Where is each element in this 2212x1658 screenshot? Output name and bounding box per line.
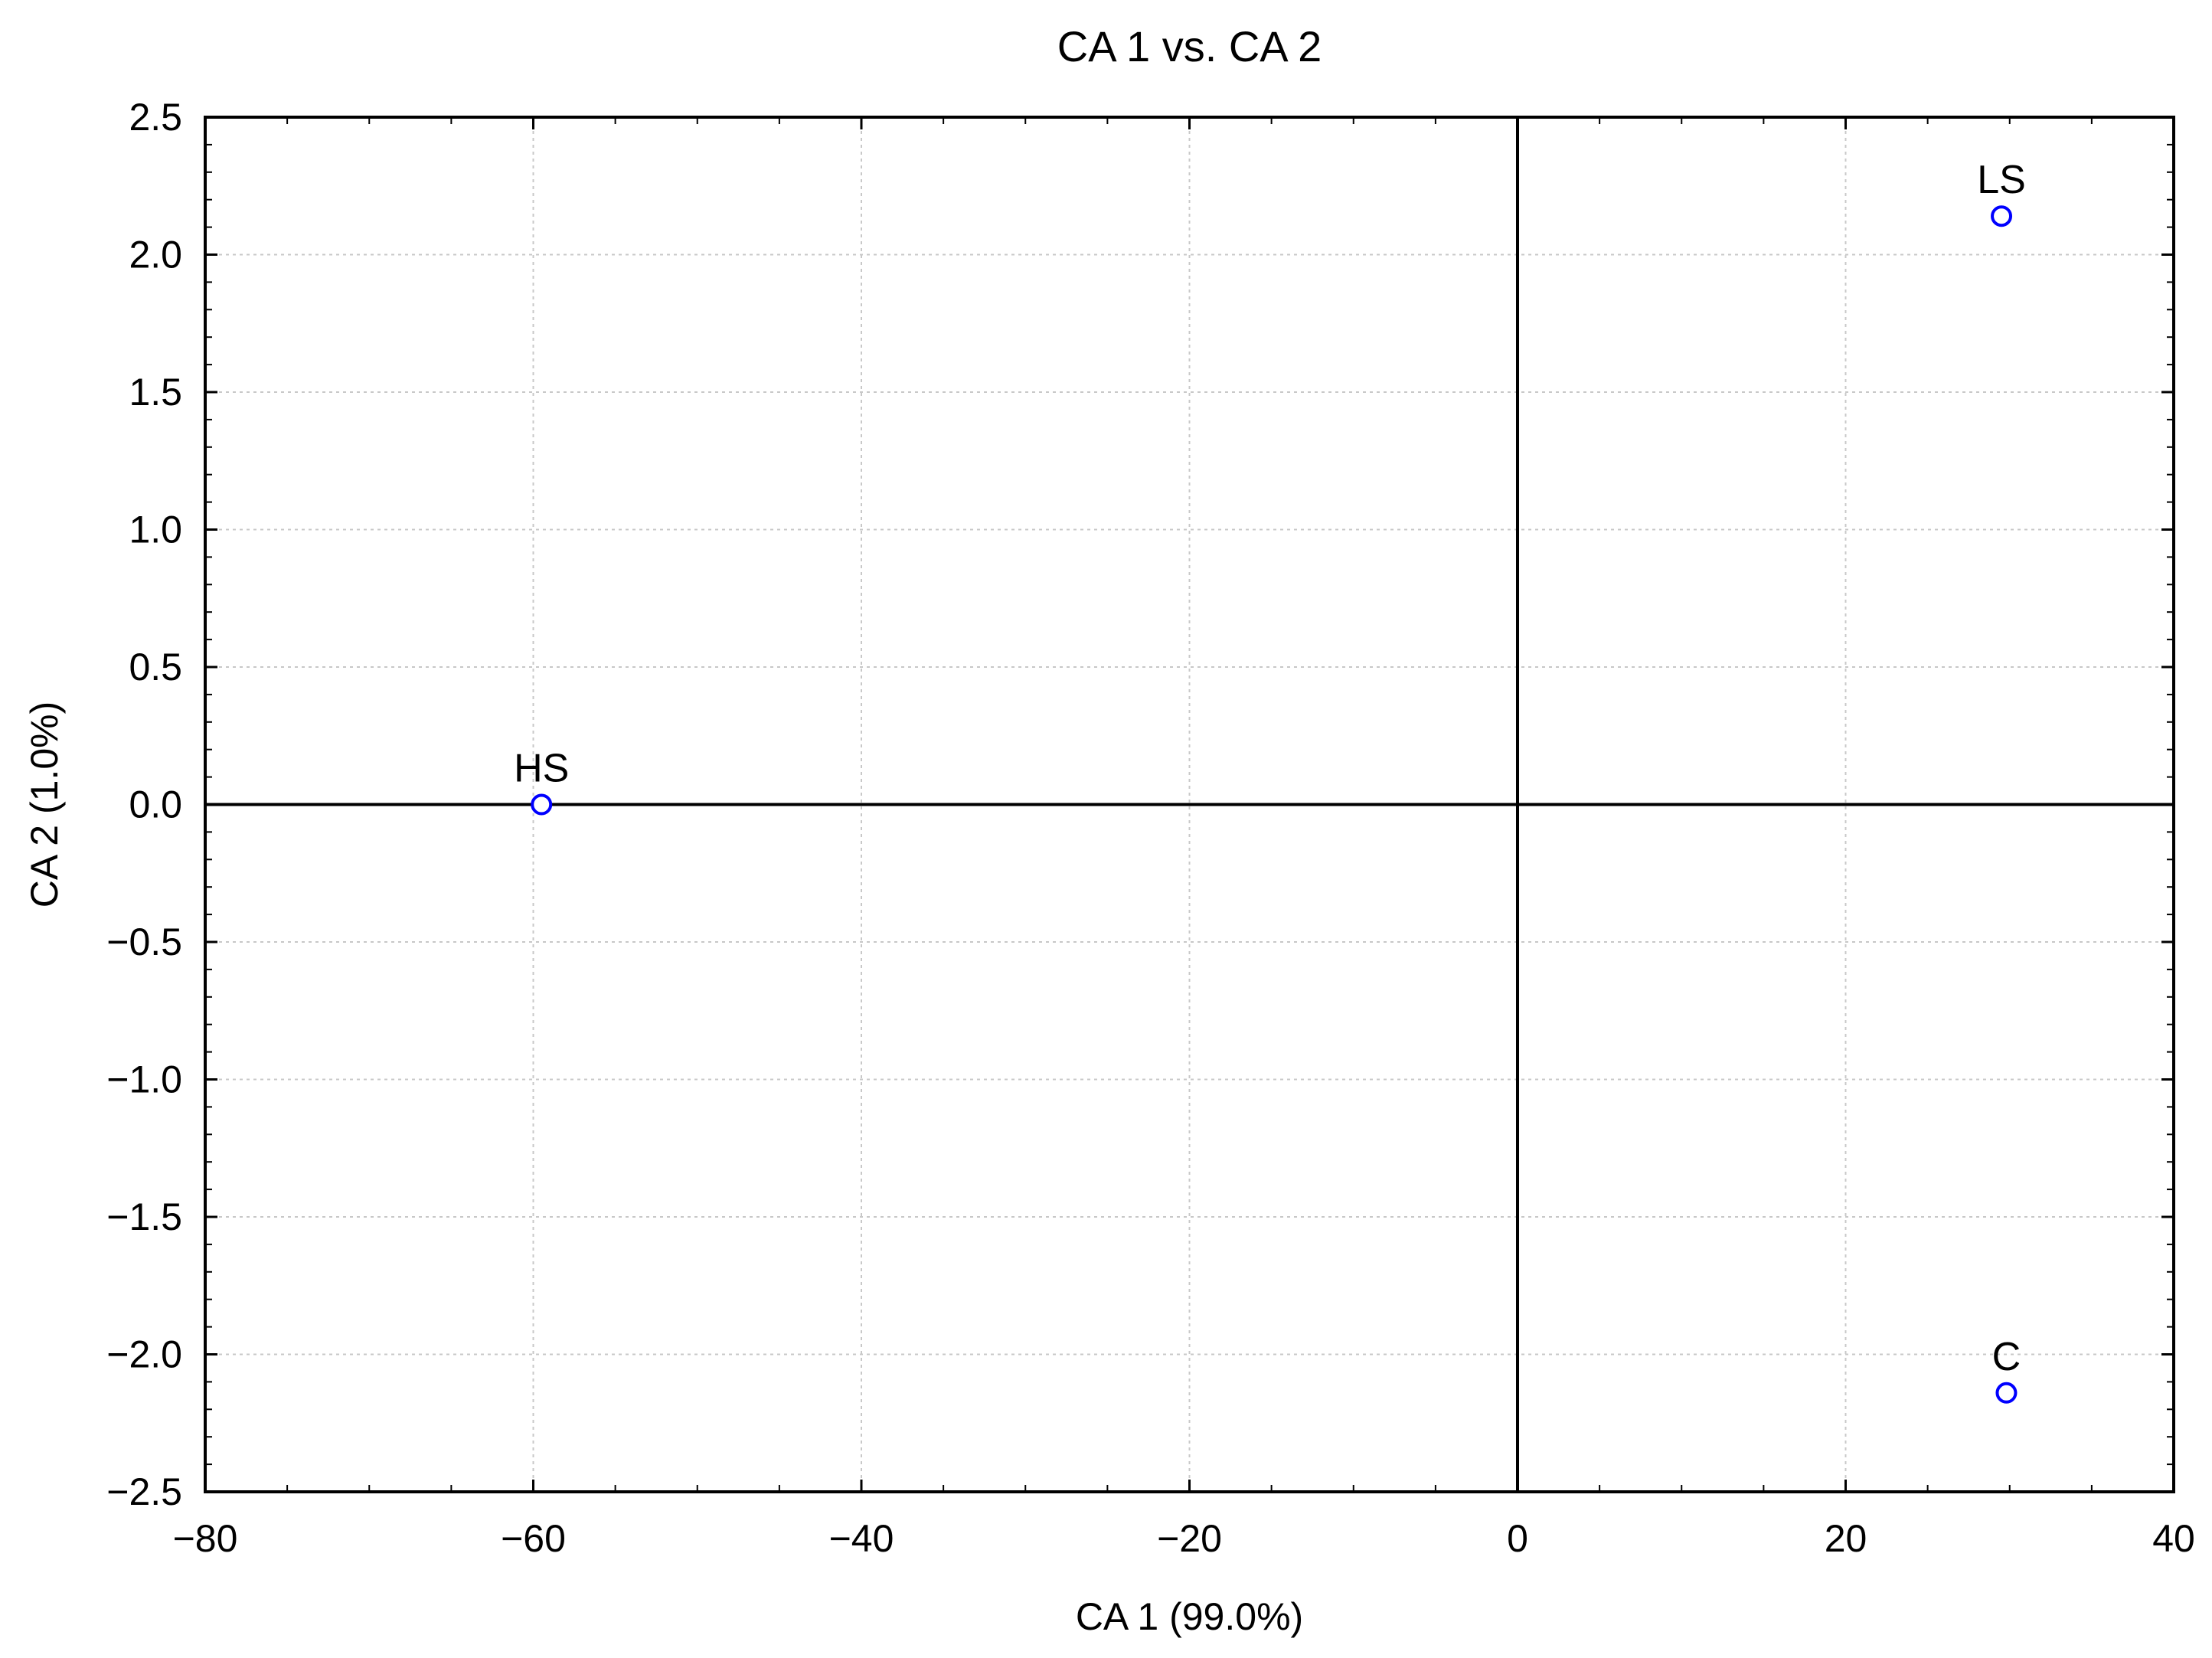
data-point-label: LS — [1977, 158, 2026, 202]
y-tick-label: 2.0 — [129, 234, 182, 276]
x-tick-label: 0 — [1507, 1517, 1528, 1560]
x-tick-label: −80 — [173, 1517, 238, 1560]
y-tick-label: −2.0 — [106, 1333, 182, 1376]
data-point — [1991, 205, 2013, 227]
zero-lines — [205, 117, 2174, 1492]
y-tick-label: −1.5 — [106, 1195, 182, 1238]
y-tick-label: −1.0 — [106, 1058, 182, 1101]
y-tick-label: 1.5 — [129, 371, 182, 414]
tick-layer: −80 −60 −40 −20 0 20 40 2.5 2.0 1.5 1.0 0.5 0.0 −0.5 −… — [106, 96, 2195, 1560]
data-point-label: C — [1992, 1335, 2021, 1379]
data-point-label: HS — [514, 747, 569, 791]
y-tick-label: 1.0 — [129, 509, 182, 551]
y-axis-label: CA 2 (1.0%) — [23, 701, 66, 908]
x-tick-label: −20 — [1157, 1517, 1222, 1560]
y-tick-label: −2.5 — [106, 1470, 182, 1513]
data-point — [1995, 1382, 2018, 1404]
y-tick-label: 2.5 — [129, 96, 182, 139]
chart-title: CA 1 vs. CA 2 — [1057, 22, 1322, 70]
y-tick-label: 0.5 — [129, 646, 182, 688]
x-tick-label: −60 — [501, 1517, 566, 1560]
point-layer: HS LS C — [514, 158, 2026, 1404]
y-tick-label: −0.5 — [106, 921, 182, 963]
x-tick-label: −40 — [829, 1517, 894, 1560]
x-tick-label: 20 — [1825, 1517, 1867, 1560]
x-tick-label: 40 — [2152, 1517, 2195, 1560]
x-axis-label: CA 1 (99.0%) — [1076, 1595, 1303, 1638]
data-point — [531, 793, 553, 816]
y-tick-label: 0.0 — [129, 783, 182, 826]
